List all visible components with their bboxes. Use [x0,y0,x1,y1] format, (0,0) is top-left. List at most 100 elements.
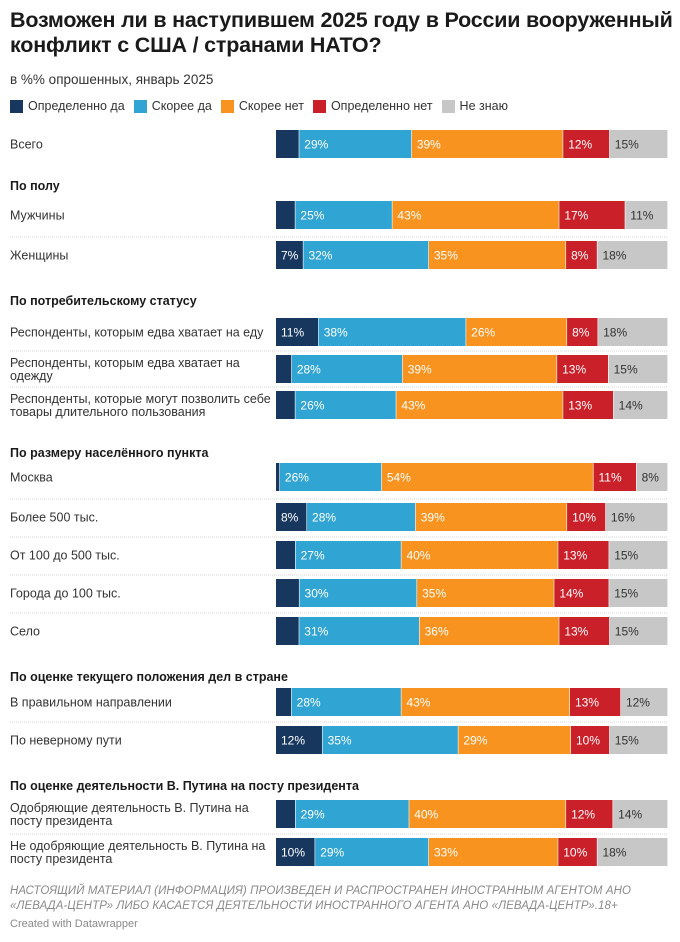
bar-segment [466,318,567,346]
bar-segment [563,130,610,158]
bar-segment [613,800,668,828]
bar-segment [279,463,382,491]
bar-segment [597,838,668,866]
bar-value-label: 31% [304,625,328,639]
bar-value-label: 28% [297,696,321,710]
bar-segment [559,201,625,229]
bar-value-label: 8% [572,326,590,340]
bar-segment [613,391,668,419]
bar-value-label: 30% [305,587,329,601]
bar-segment [597,241,668,269]
bar-value-label: 8% [281,511,299,525]
bar-segment [609,579,668,607]
bar-segment [315,838,429,866]
bar-value-label: 18% [602,846,626,860]
bar-segment [381,463,593,491]
bar-value-label: 14% [619,399,643,413]
bar-segment [401,541,558,569]
legend-item-definitely-yes: Определенно да [10,99,125,113]
bar-segment [276,130,299,158]
legend-item-definitely-no: Определенно нет [312,99,433,113]
bar-segment [295,541,401,569]
bar-value-label: 12% [568,138,592,152]
legend-item-rather-yes: Скорее да [133,99,212,113]
legend-label: Скорее нет [238,99,304,113]
bar-value-label: 15% [615,734,639,748]
bar-segment [458,726,571,754]
bar-segment [554,579,609,607]
bar-segment [609,726,668,754]
group-header: По размеру населённого пункта [10,446,209,460]
bar-value-label: 28% [312,511,336,525]
foreign-agent-disclaimer: НАСТОЯЩИЙ МАТЕРИАЛ (ИНФОРМАЦИЯ) ПРОИЗВЕД… [10,885,632,912]
bar-value-label: 7% [281,249,299,263]
row-label: Мужчины [10,209,65,223]
bar-value-label: 54% [387,471,411,485]
bar-segment [276,201,295,229]
bar-value-label: 29% [463,734,487,748]
bar-segment [291,355,403,383]
bar-value-label: 18% [603,326,627,340]
legend-item-rather-no: Скорее нет [220,99,304,113]
bar-value-label: 35% [422,587,446,601]
bar-segment [558,838,597,866]
bar-value-label: 11% [281,326,304,340]
bar-segment [605,503,668,531]
bar-segment [276,503,307,531]
bar-segment [598,318,668,346]
bar-value-label: 35% [328,734,352,748]
bar-segment [276,579,299,607]
bar-segment [307,503,416,531]
bar-segment [558,541,609,569]
bar-value-label: 15% [614,549,638,563]
bar-segment [276,241,303,269]
bar-value-label: 10% [572,511,596,525]
row-label: посту президента [10,814,112,828]
row-label: Респонденты, которым едва хватает на еду [10,326,264,340]
bar-value-label: 11% [599,471,622,485]
bar-segment [276,838,315,866]
bar-value-label: 12% [626,696,650,710]
bar-value-label: 29% [320,846,344,860]
bar-value-label: 8% [571,249,589,263]
legend-swatch [10,99,23,113]
row-label: одежду [10,369,53,383]
bar-value-label: 10% [563,846,587,860]
bar-segment [322,726,458,754]
bar-value-label: 39% [408,363,432,377]
chart-title: Возможен ли в наступившем 2025 году в Ро… [10,8,673,57]
legend-swatch [133,99,147,113]
row-label: Москва [10,471,53,485]
bar-segment [567,318,598,346]
bar-segment [609,130,668,158]
bar-value-label: 13% [562,363,586,377]
bar-segment [299,617,420,645]
bar-segment [625,201,668,229]
bar-value-label: 43% [406,696,430,710]
bar-segment [276,318,319,346]
bar-segment [276,688,292,716]
bar-value-label: 8% [642,471,660,485]
bar-segment [557,355,609,383]
bar-segment [402,355,557,383]
bar-value-label: 11% [630,209,653,223]
bar-value-label: 15% [614,363,638,377]
bar-segment [392,201,559,229]
bar-segment [609,541,668,569]
bar-segment [276,617,299,645]
legend: Определенно да Скорее да Скорее нет Опре… [10,99,517,113]
bar-segment [428,241,566,269]
bar-value-label: 13% [564,625,588,639]
bar-segment [636,463,668,491]
group-header: По оценке текущего положения дел в стран… [10,670,288,684]
bar-segment [396,391,563,419]
bar-segment [295,201,392,229]
legend-swatch [220,99,234,113]
bar-value-label: 10% [281,846,305,860]
row-label: товары длительного пользования [10,405,205,419]
row-label: Село [10,625,40,639]
bar-segment [401,688,570,716]
bar-segment [563,391,614,419]
bar-value-label: 13% [563,549,587,563]
bar-value-label: 40% [406,549,430,563]
